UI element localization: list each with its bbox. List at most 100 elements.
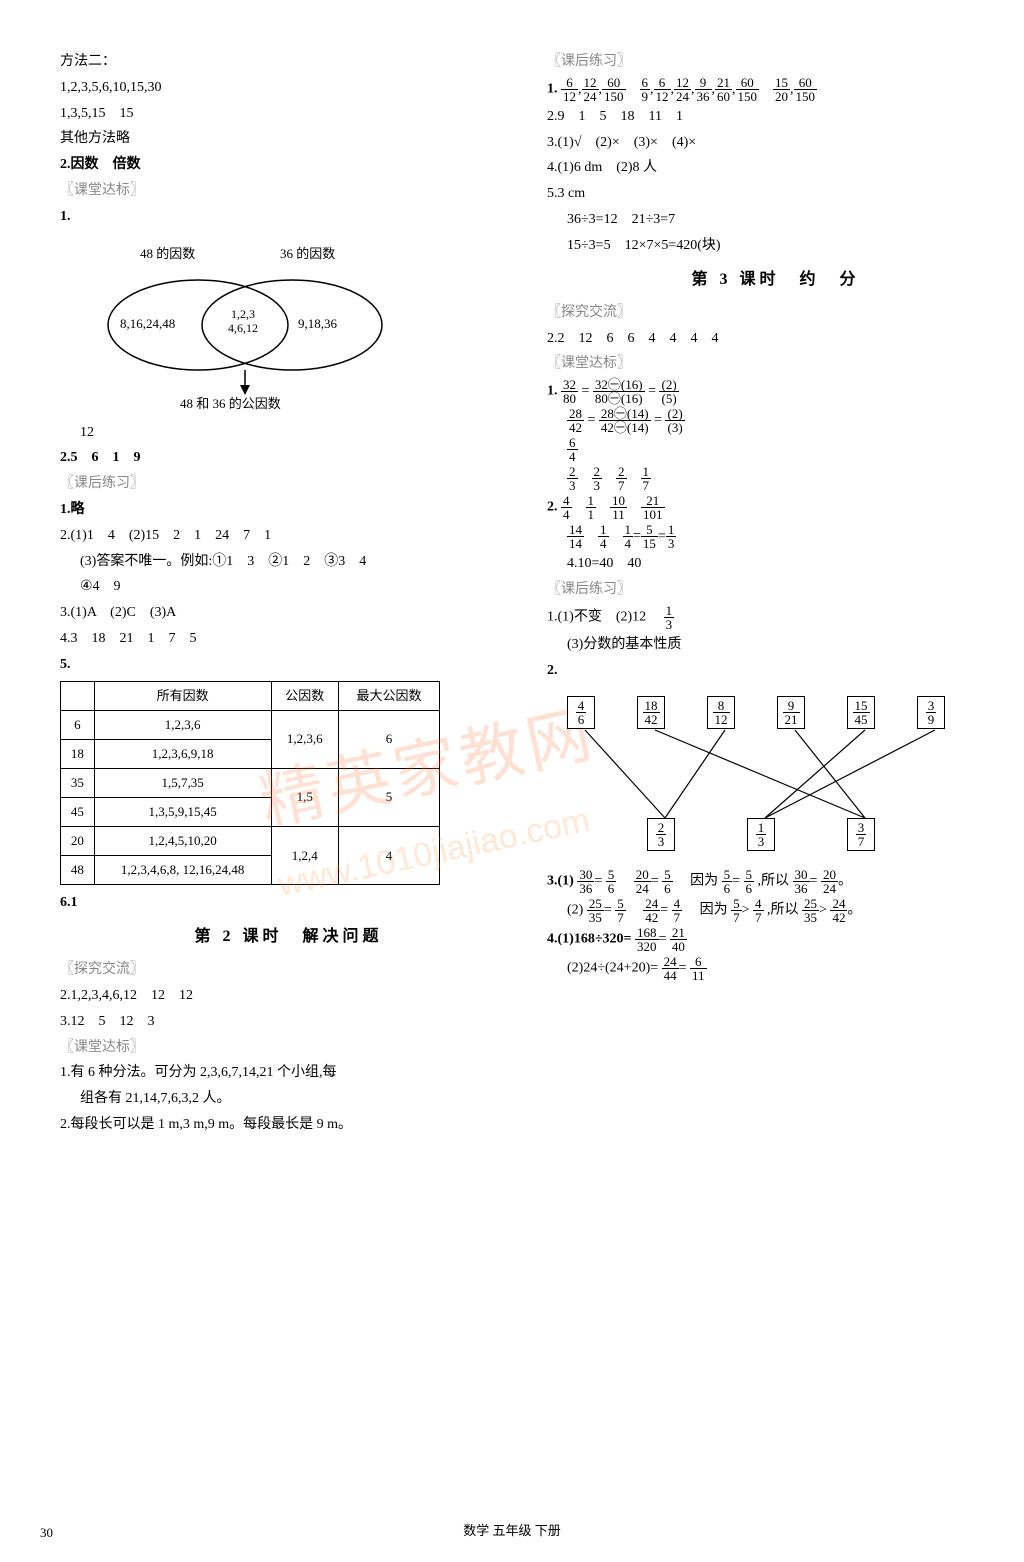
- th: 公因数: [271, 681, 338, 710]
- table-row: 20 1,2,4,5,10,20 1,2,4 4: [61, 827, 440, 856]
- fraction: 2024: [821, 868, 838, 895]
- fraction: 21101: [641, 494, 665, 521]
- fraction: 2444: [662, 955, 679, 982]
- text-line: 2.5 6 1 9: [60, 446, 517, 470]
- text-line: ④4 9: [60, 575, 517, 599]
- venn-center-top: 1,2,3: [231, 307, 255, 321]
- fraction: 2535: [802, 897, 819, 924]
- fraction: 1414: [567, 523, 584, 550]
- fraction: 56: [744, 868, 755, 895]
- fraction: 2024: [634, 868, 651, 895]
- section-header: 〖课堂达标〗: [547, 352, 1004, 376]
- fraction: 13: [664, 604, 675, 631]
- td: 1,2,3,6: [94, 710, 271, 739]
- table-header-row: 所有因数 公因数 最大公因数: [61, 681, 440, 710]
- fraction-box: 921: [777, 696, 805, 729]
- text-line: 组各有 21,14,7,6,3,2 人。: [60, 1087, 517, 1111]
- text-line: 1.有 6 种分法。可分为 2,3,6,7,14,21 个小组,每: [60, 1061, 517, 1085]
- venn-right-set: 9,18,36: [298, 313, 337, 335]
- td: 45: [61, 797, 95, 826]
- fraction: 44: [561, 494, 572, 521]
- q-number: (2): [567, 903, 583, 918]
- text-span: ,所以: [767, 903, 799, 918]
- fraction: 13: [666, 523, 677, 550]
- fraction-box: 46: [567, 696, 595, 729]
- td: 1,2,3,6,9,18: [94, 739, 271, 768]
- fraction: 57: [615, 897, 626, 924]
- fraction: 168320: [635, 926, 659, 953]
- text-line: 方法二：: [60, 50, 517, 74]
- text-line: 6.1: [60, 891, 517, 915]
- text-line: 4.3 18 21 1 7 5: [60, 627, 517, 651]
- text-line: (3)分数的基本性质: [547, 633, 1004, 657]
- text-line: 4.(1)6 dm (2)8 人: [547, 156, 1004, 180]
- q-number: 4.(1)168÷320=: [547, 932, 632, 947]
- text-line: 5.: [60, 653, 517, 677]
- section-header: 〖课后练习〗: [547, 50, 1004, 74]
- lesson-header: 第 2 课时 解决问题: [60, 923, 517, 950]
- fraction-box: 812: [707, 696, 735, 729]
- fraction: 32㊀(16)80㊀(16): [593, 378, 645, 405]
- th: 所有因数: [94, 681, 271, 710]
- fraction: 37: [856, 821, 867, 848]
- main-columns: 方法二： 1,2,3,5,6,10,15,30 1,3,5,15 15 其他方法…: [20, 50, 1004, 1139]
- text-line: 1.略: [60, 498, 517, 522]
- table-row: 6 1,2,3,6 1,2,3,6 6: [61, 710, 440, 739]
- q-number: (2)24÷(24+20)=: [567, 961, 658, 976]
- td: 6: [338, 710, 439, 768]
- fraction-line: 23 23 27 17: [547, 465, 1004, 492]
- fraction: 60150: [602, 76, 626, 103]
- fraction-box: 37: [847, 818, 875, 851]
- fraction: (2)(5): [659, 378, 678, 405]
- equation-line: 1. 3280 = 32㊀(16)80㊀(16) = (2)(5): [547, 378, 1004, 405]
- fraction: 1224: [582, 76, 599, 103]
- fraction: 2442: [830, 897, 847, 924]
- equation-line: (2) 2535= 57 2442= 47 因为 57> 47 ,所以 2535…: [547, 897, 1004, 924]
- section-header: 〖探究交流〗: [547, 301, 1004, 325]
- text-line: 2.: [547, 659, 1004, 683]
- td: 1,3,5,9,15,45: [94, 797, 271, 826]
- text-line: 2.9 1 5 18 11 1: [547, 105, 1004, 129]
- fraction: 23: [567, 465, 578, 492]
- venn-left-label: 48 的因数: [140, 243, 195, 265]
- fraction-box: 23: [647, 818, 675, 851]
- fraction: 2535: [587, 897, 604, 924]
- text-span: ,所以: [758, 874, 790, 889]
- fraction: 56: [722, 868, 733, 895]
- fraction: 17: [641, 465, 652, 492]
- fraction: 11: [586, 494, 597, 521]
- page-footer: 数学 五年级 下册: [0, 1520, 1024, 1542]
- td: 5: [338, 768, 439, 826]
- fraction: 28㊀(14)42㊀(14): [599, 407, 651, 434]
- text-span: 因为: [676, 874, 718, 889]
- fraction: 14: [598, 523, 609, 550]
- text-line: 1.: [60, 205, 517, 229]
- td: 1,2,4: [271, 827, 338, 885]
- td: 1,5,7,35: [94, 768, 271, 797]
- text-line: 3.(1)A (2)C (3)A: [60, 601, 517, 625]
- section-header: 〖探究交流〗: [60, 958, 517, 982]
- th: 最大公因数: [338, 681, 439, 710]
- equation-line: (2)24÷(24+20)= 2444= 611: [547, 955, 1004, 982]
- fraction: 60150: [736, 76, 760, 103]
- fraction: 1842: [643, 699, 660, 726]
- page-number: 30: [40, 1522, 53, 1544]
- text-line: 12: [60, 421, 517, 445]
- fraction: 23: [656, 821, 667, 848]
- fraction-line: 64: [547, 436, 1004, 463]
- fraction: 2140: [670, 926, 687, 953]
- fraction-line: 1. 612,1224,60150 69,612,1224,936,2160,6…: [547, 76, 1004, 103]
- fraction: 23: [592, 465, 603, 492]
- venn-bottom-label: 48 和 36 的公因数: [180, 393, 281, 415]
- text-line: 2.1,2,3,4,6,12 12 12: [60, 984, 517, 1008]
- text-line: 4.10=40 40: [547, 552, 1004, 576]
- text-line: 1,2,3,5,6,10,15,30: [60, 76, 517, 100]
- th: [61, 681, 95, 710]
- fraction: 3280: [561, 378, 578, 405]
- section-header: 〖课后练习〗: [60, 472, 517, 496]
- q-number: 3.(1): [547, 874, 574, 889]
- fraction: 612: [561, 76, 578, 103]
- fraction-box: 39: [917, 696, 945, 729]
- text-line: 2.每段长可以是 1 m,3 m,9 m。每段最长是 9 m。: [60, 1113, 517, 1137]
- section-header: 〖课堂达标〗: [60, 1036, 517, 1060]
